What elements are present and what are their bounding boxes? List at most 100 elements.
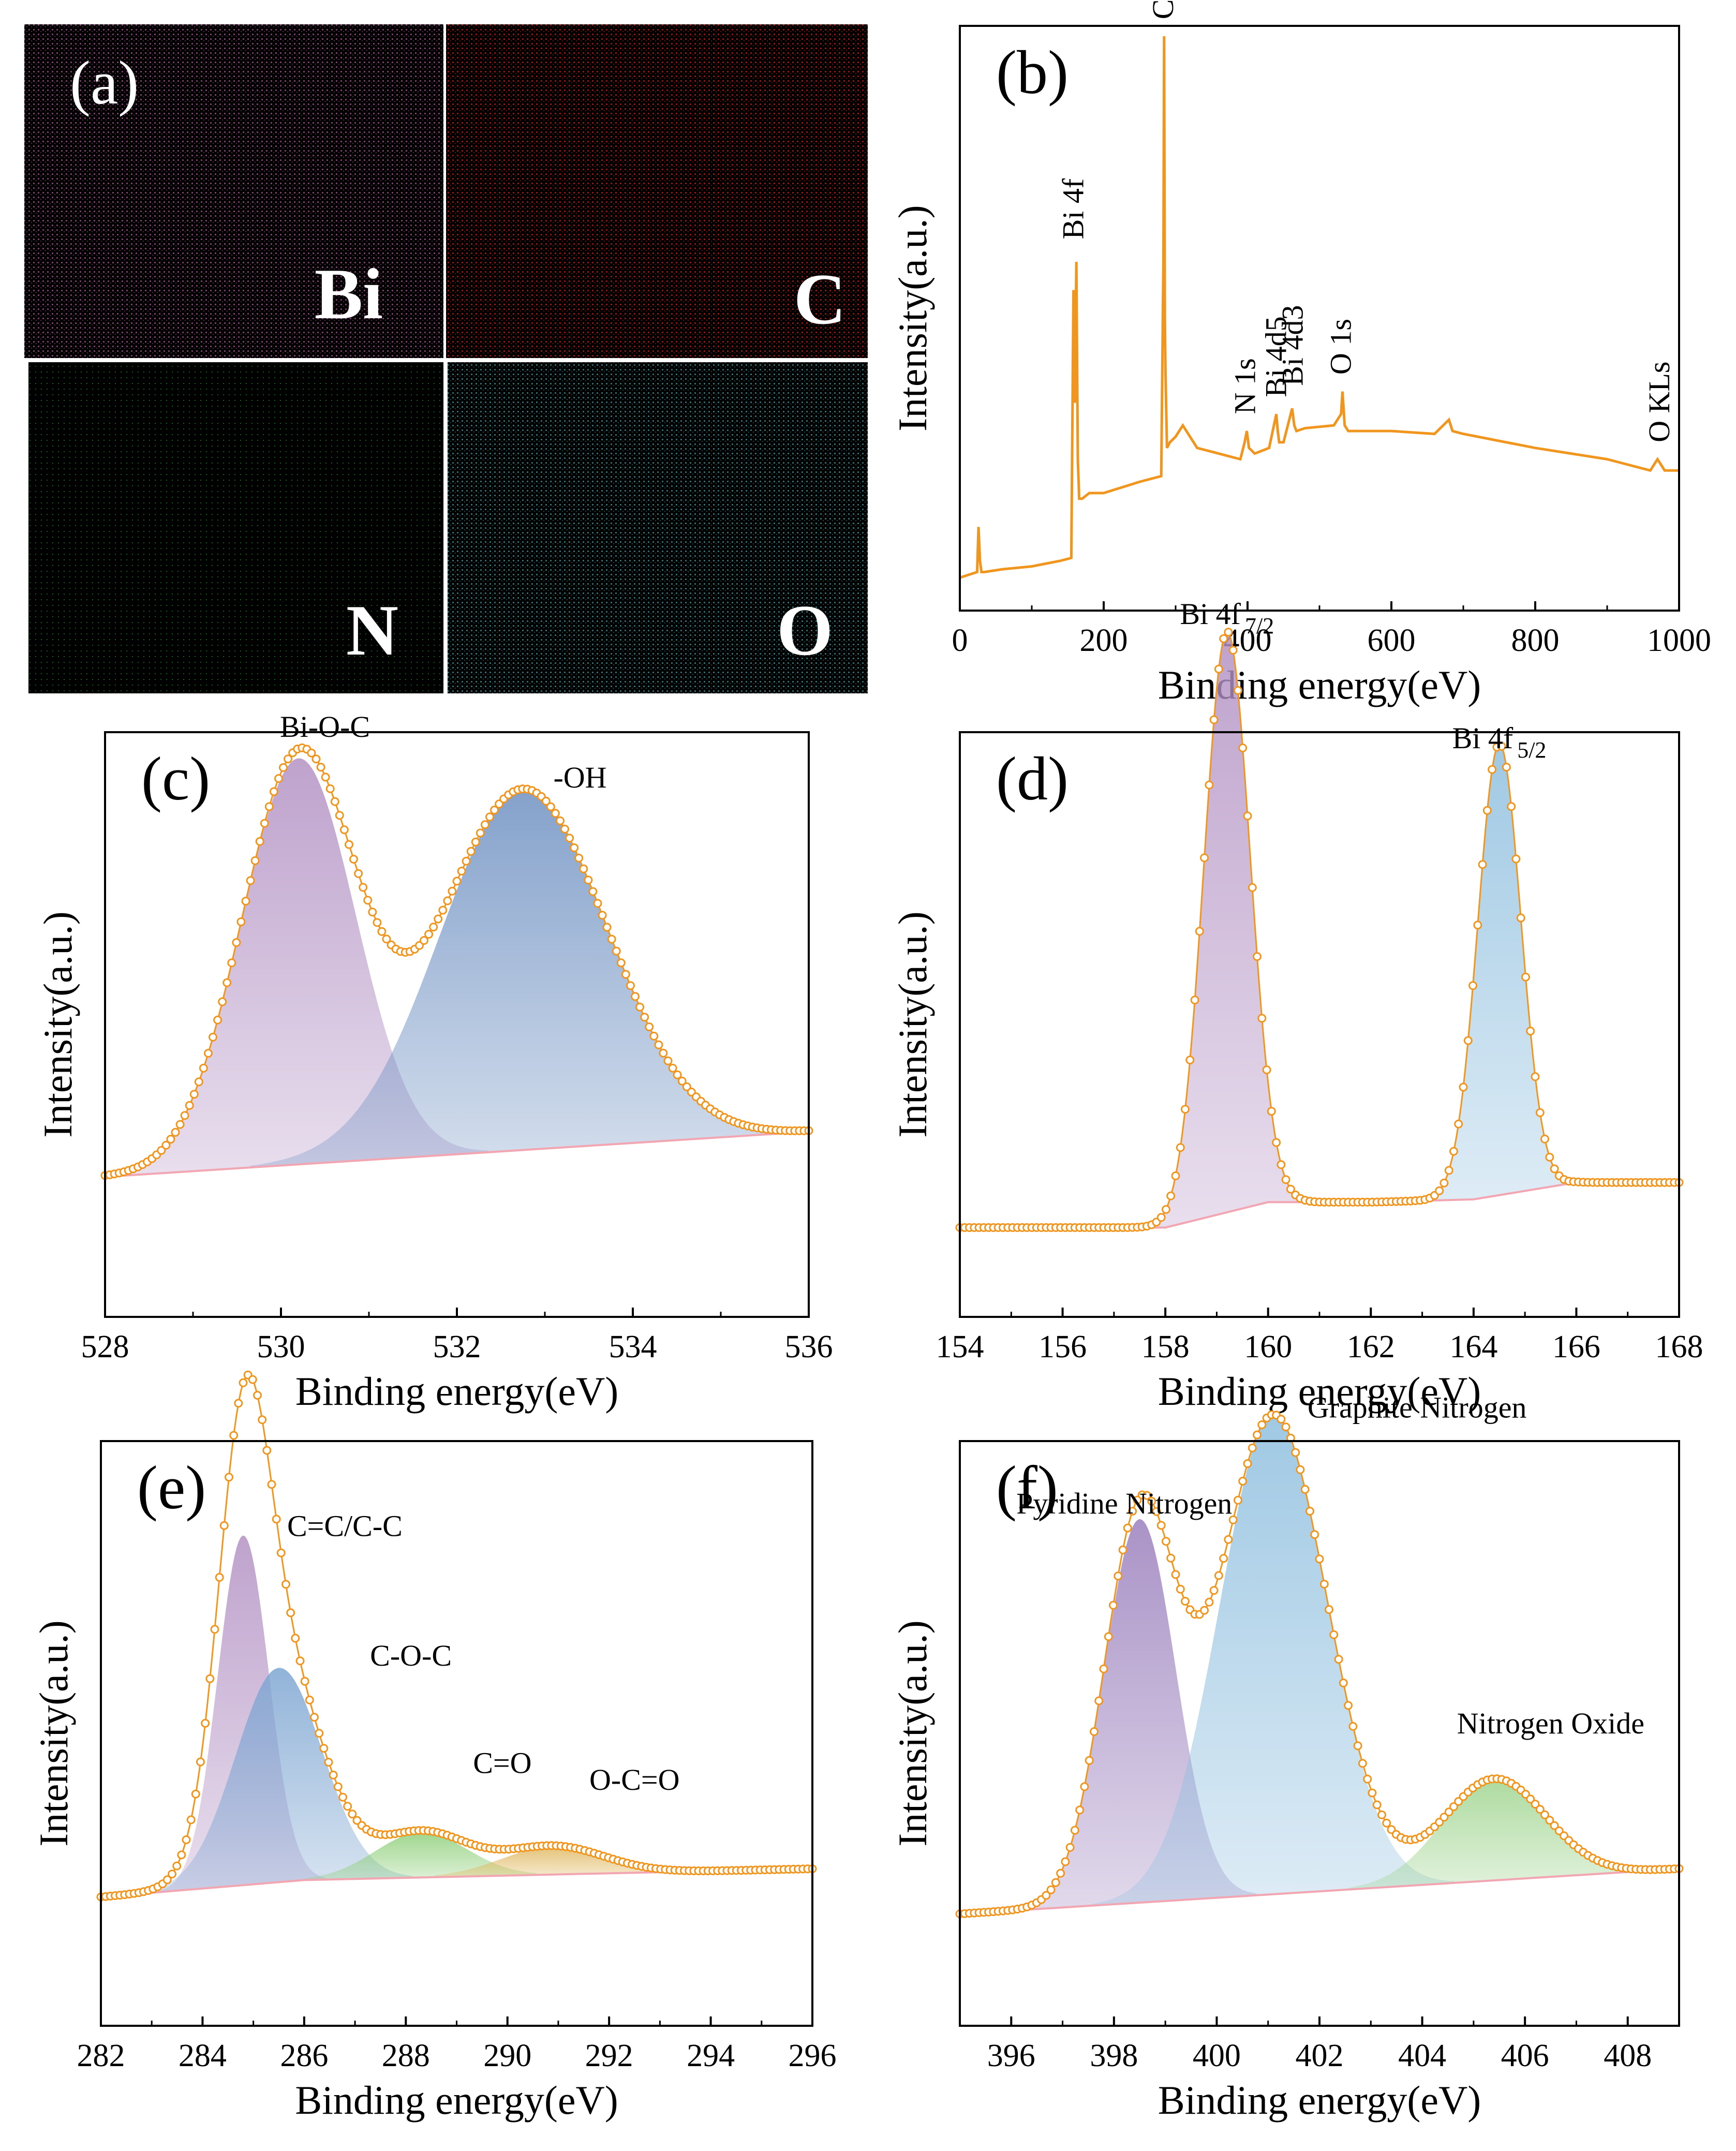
data-point: [241, 897, 250, 906]
data-point: [1181, 1597, 1190, 1606]
data-point: [172, 1861, 182, 1871]
data-point: [1253, 1430, 1262, 1440]
c1s-spectrum-panel: 282 284 286 288 290 292 294 296 Binding energy(e…: [31, 1370, 837, 2123]
x-tick-label: 158: [1141, 1329, 1190, 1364]
data-point: [1488, 765, 1497, 774]
x-tick-label: 536: [785, 1329, 833, 1364]
data-point: [161, 1140, 171, 1150]
data-point: [1305, 1507, 1314, 1516]
data-point: [1051, 1878, 1060, 1887]
data-point: [1281, 1175, 1290, 1184]
data-point: [168, 1870, 176, 1879]
data-point: [1440, 1178, 1449, 1188]
data-point: [274, 774, 283, 783]
data-point: [1243, 1459, 1252, 1468]
data-point: [1195, 927, 1204, 936]
data-point: [1133, 1495, 1142, 1505]
data-point: [1358, 1759, 1367, 1768]
x-axis-label: Binding energy(eV): [1158, 662, 1481, 707]
envelope-line: [960, 630, 1679, 1228]
data-point: [438, 906, 448, 915]
y-axis-label: Intensity(a.u.): [31, 1620, 76, 1847]
data-point: [1516, 913, 1525, 923]
x-tick-label: 166: [1552, 1329, 1600, 1364]
x-tick-label: 284: [179, 2038, 227, 2073]
data-point: [1046, 1885, 1056, 1894]
x-tick-label: 400: [1193, 2038, 1241, 2073]
peak-annotation: Bi 4d3: [1275, 305, 1309, 385]
data-point: [194, 1077, 203, 1087]
data-point: [1325, 1605, 1333, 1614]
data-point: [443, 896, 452, 906]
data-point: [631, 992, 640, 1001]
x-tick-label: 800: [1511, 623, 1560, 658]
data-point: [1444, 1807, 1453, 1817]
eds-panel: Bi C N O (a): [24, 24, 868, 693]
data-point: [1070, 1826, 1079, 1835]
data-point: [227, 958, 236, 968]
panel-label: (b): [996, 38, 1069, 107]
y-axis-label: Intensity(a.u.): [890, 205, 935, 432]
data-point: [677, 1076, 687, 1086]
component-peak: [145, 1668, 412, 1893]
data-point: [186, 1815, 196, 1824]
data-point: [1234, 1495, 1242, 1505]
data-point: [219, 1521, 229, 1530]
series-line: [959, 36, 1679, 579]
x-tick-label: 286: [280, 2038, 328, 2073]
data-point: [1550, 1821, 1559, 1830]
data-point: [1104, 1632, 1113, 1641]
x-tick-label: 200: [1080, 623, 1128, 658]
data-point: [248, 1375, 257, 1384]
data-point: [1449, 1802, 1458, 1811]
x-tick-label: 408: [1604, 2038, 1652, 2073]
x-axis-label: Binding energy(eV): [1158, 2078, 1481, 2123]
x-tick-label: 600: [1368, 623, 1416, 658]
data-point: [222, 978, 232, 987]
data-point: [1262, 1065, 1271, 1075]
x-tick-label: 528: [81, 1329, 129, 1364]
component-peak: [250, 789, 796, 1168]
data-point: [673, 1070, 682, 1079]
data-point: [1526, 1794, 1535, 1804]
data-point: [1238, 1477, 1248, 1486]
data-point: [1272, 1138, 1281, 1147]
data-point: [1267, 1107, 1276, 1116]
data-point: [1440, 1813, 1449, 1822]
data-point: [1368, 1788, 1377, 1798]
data-point: [1171, 1171, 1180, 1180]
peak-annotation: O KLs: [1642, 362, 1676, 442]
eds-map-n: N: [28, 362, 443, 693]
data-point: [541, 796, 551, 806]
data-point: [330, 797, 339, 806]
data-point: [598, 911, 607, 920]
data-point: [281, 1580, 290, 1589]
data-point: [315, 1729, 324, 1738]
data-point: [1535, 1805, 1545, 1814]
annotation-subscript: 7/2: [1245, 613, 1274, 639]
data-point: [272, 1515, 281, 1524]
data-point: [311, 754, 321, 764]
data-point: [570, 843, 579, 852]
data-point: [649, 1031, 659, 1041]
data-point: [1156, 1521, 1166, 1530]
peak-annotation: Nitrogen Oxide: [1457, 1707, 1644, 1740]
data-point: [300, 1677, 309, 1686]
data-point: [1497, 741, 1506, 751]
data-point: [1348, 1722, 1358, 1731]
data-point: [1176, 1143, 1185, 1152]
data-point: [1468, 981, 1477, 990]
data-point: [1080, 1782, 1089, 1791]
data-point: [1454, 1119, 1463, 1129]
data-point: [1550, 1164, 1559, 1174]
x-tick-label: 164: [1449, 1329, 1497, 1364]
peak-annotation: Pyridine Nitrogen: [1016, 1487, 1232, 1520]
component-peak: [1148, 631, 1306, 1228]
data-point: [1123, 1523, 1132, 1533]
data-point: [612, 946, 621, 956]
data-point: [329, 1770, 338, 1779]
data-point: [466, 847, 476, 856]
data-point: [1277, 1415, 1286, 1424]
